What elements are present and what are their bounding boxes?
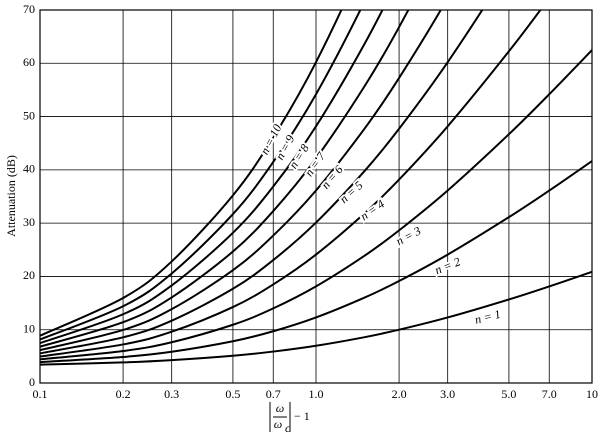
series-label: n = 5 bbox=[337, 178, 366, 206]
x-tick-label: 0.5 bbox=[225, 387, 240, 401]
series-line bbox=[40, 10, 542, 358]
x-tick-label: 5.0 bbox=[501, 387, 516, 401]
x-tick-label: 0.2 bbox=[116, 387, 131, 401]
x-tick-label: 10 bbox=[586, 387, 598, 401]
series-line bbox=[40, 10, 410, 348]
series-line bbox=[40, 49, 592, 361]
series-label: n = 6 bbox=[318, 163, 346, 192]
series-line bbox=[40, 160, 592, 364]
series-line bbox=[40, 10, 484, 355]
series-line bbox=[40, 270, 592, 366]
series-line bbox=[40, 10, 362, 341]
series-label: n = 3 bbox=[394, 224, 424, 249]
y-axis-label: Attenuation (dB) bbox=[4, 155, 18, 237]
y-tick-label: 50 bbox=[23, 108, 35, 122]
x-tick-label: 3.0 bbox=[440, 387, 455, 401]
x-tick-label: 0.1 bbox=[33, 387, 48, 401]
denominator: ω bbox=[274, 417, 282, 431]
y-tick-label: 70 bbox=[23, 2, 35, 16]
series-label: n = 1 bbox=[473, 307, 502, 327]
series-label: n = 4 bbox=[358, 197, 387, 223]
y-tick-label: 30 bbox=[23, 215, 35, 229]
subscript: c bbox=[285, 421, 291, 435]
series-line bbox=[40, 10, 384, 345]
y-tick-label: 0 bbox=[29, 375, 35, 389]
series-line bbox=[40, 10, 442, 352]
x-tick-label: 7.0 bbox=[542, 387, 557, 401]
x-tick-label: 0.7 bbox=[266, 387, 281, 401]
suffix: − 1 bbox=[294, 409, 310, 423]
y-tick-label: 40 bbox=[23, 162, 35, 176]
curves bbox=[40, 10, 592, 366]
y-tick-label: 60 bbox=[23, 55, 35, 69]
series-line bbox=[40, 10, 343, 337]
y-tick-label: 20 bbox=[23, 268, 35, 282]
x-tick-label: 2.0 bbox=[392, 387, 407, 401]
y-tick-label: 10 bbox=[23, 321, 35, 335]
x-axis-label: ω ω c − 1 bbox=[269, 401, 310, 435]
numerator: ω bbox=[276, 401, 284, 415]
x-tick-label: 0.3 bbox=[164, 387, 179, 401]
x-tick-label: 1.0 bbox=[309, 387, 324, 401]
